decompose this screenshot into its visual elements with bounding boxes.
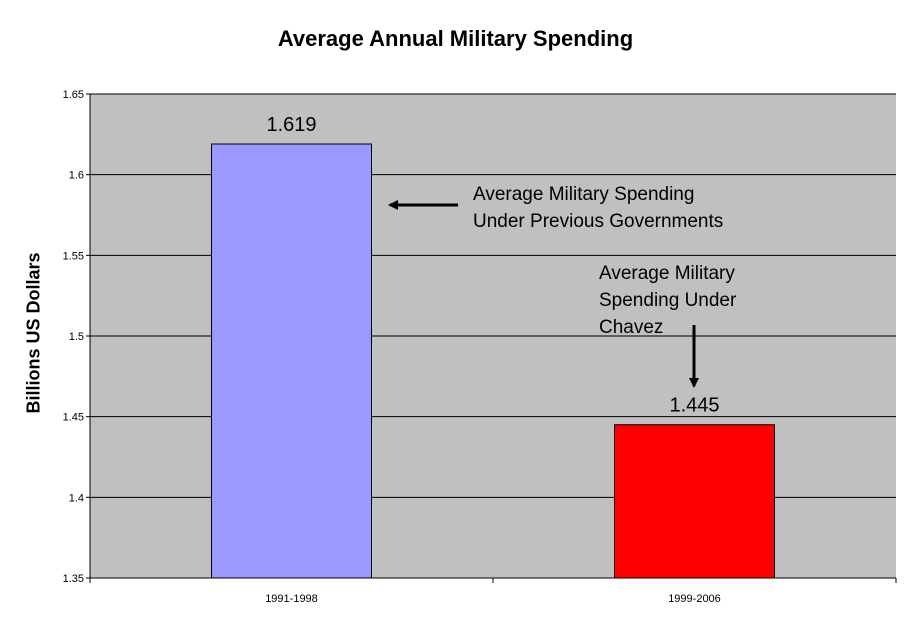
annotation-2-line-1: Average Military (599, 263, 735, 284)
x-tick-label: 1999-2006 (668, 593, 721, 605)
y-tick-label: 1.55 (63, 250, 84, 262)
y-tick-label: 1.4 (69, 492, 84, 504)
bar-1991-1998 (211, 143, 372, 579)
x-tick-label: 1991-1998 (265, 593, 318, 605)
annotation-previous-governments: Average Military Spending Under Previous… (388, 184, 723, 232)
y-tick-label: 1.35 (63, 573, 84, 585)
annotation-2-line-3: Chavez (599, 317, 663, 338)
annotation-1-line-2: Under Previous Governments (473, 211, 723, 232)
data-label: 1.619 (266, 114, 316, 136)
y-tick-label: 1.65 (63, 89, 84, 101)
annotation-2-line-2: Spending Under (599, 290, 737, 311)
chart-title: Average Annual Military Spending (277, 26, 634, 51)
annotation-chavez: Average Military Spending Under Chavez (599, 263, 737, 388)
data-label: 1.445 (669, 395, 719, 417)
annotation-1-line-1: Average Military Spending (473, 184, 694, 205)
y-tick-label: 1.5 (69, 331, 84, 343)
y-tick-label: 1.6 (69, 170, 84, 182)
bar-1999-2006 (614, 424, 775, 579)
y-tick-label: 1.45 (63, 412, 84, 424)
